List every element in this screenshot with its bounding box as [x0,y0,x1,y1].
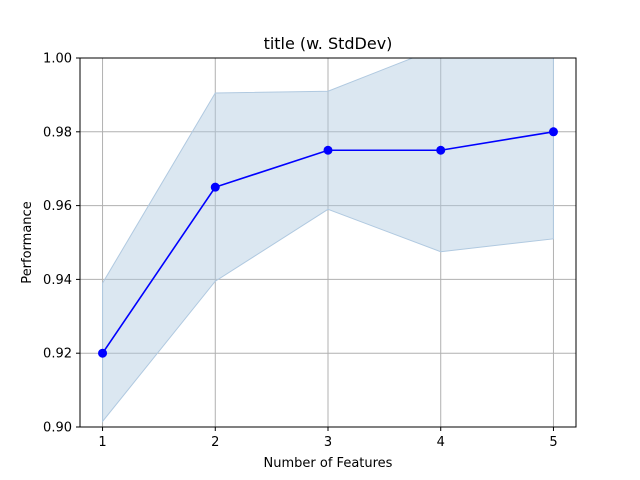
data-point [98,348,108,358]
y-tick-label: 1.00 [43,52,72,67]
chart-title: title (w. StdDev) [264,34,393,53]
y-tick-label: 0.92 [43,347,72,362]
data-point [436,145,446,155]
x-tick-label: 2 [211,435,219,450]
data-point [323,145,333,155]
y-tick-label: 0.90 [43,421,72,436]
x-tick-label: 1 [98,435,106,450]
data-point [210,182,220,192]
data-point [548,127,558,137]
y-tick-label: 0.94 [43,273,72,288]
axis-ticks: 1 2 3 4 5 0.90 0.92 0.94 0.96 0.98 1.00 [43,52,558,451]
y-tick-label: 0.96 [43,199,72,214]
x-tick-label: 3 [324,435,332,450]
y-axis-title: Performance [20,201,35,283]
data-points [98,127,558,358]
y-tick-label: 0.98 [43,125,72,140]
x-axis-title: Number of Features [264,456,393,471]
x-tick-label: 4 [437,435,445,450]
x-tick-label: 5 [549,435,557,450]
